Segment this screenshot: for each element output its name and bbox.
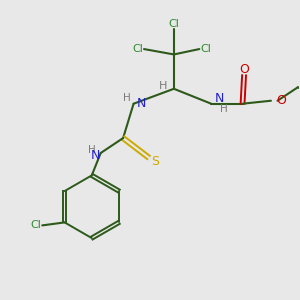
Text: S: S: [151, 154, 159, 167]
Text: Cl: Cl: [30, 220, 41, 230]
Text: O: O: [276, 94, 286, 107]
Text: N: N: [137, 97, 146, 110]
Text: H: H: [123, 93, 131, 103]
Text: N: N: [215, 92, 224, 105]
Text: N: N: [91, 149, 100, 162]
Text: Cl: Cl: [169, 19, 179, 29]
Text: H: H: [159, 81, 168, 91]
Text: H: H: [88, 145, 96, 155]
Text: O: O: [239, 63, 249, 76]
Text: H: H: [220, 104, 228, 114]
Text: Cl: Cl: [132, 44, 143, 54]
Text: Cl: Cl: [201, 44, 212, 54]
